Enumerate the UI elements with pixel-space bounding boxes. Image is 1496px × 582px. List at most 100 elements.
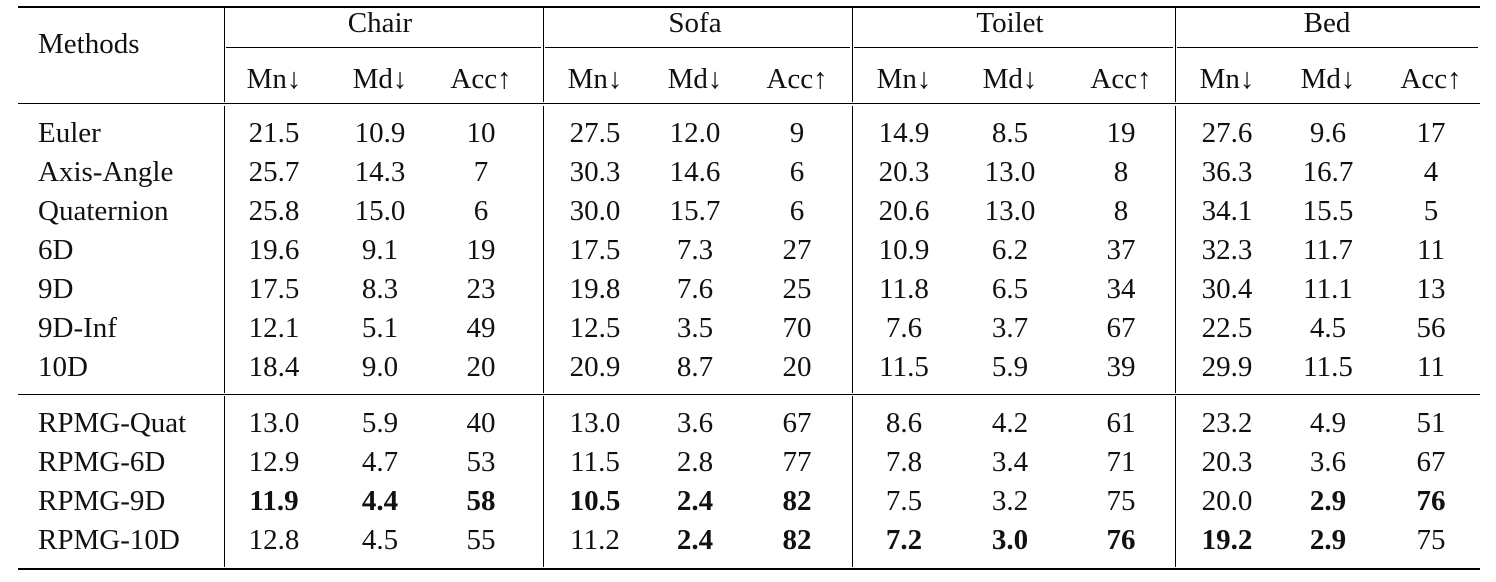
table-cell: 19.2 bbox=[1201, 524, 1253, 556]
table-cell: 23.2 bbox=[1201, 407, 1253, 439]
method-name: RPMG-9D bbox=[38, 485, 166, 517]
table-cell: 2.9 bbox=[1309, 524, 1347, 556]
table-cell: 7 bbox=[473, 156, 489, 188]
subheader-mn: Mn↓ bbox=[876, 63, 932, 95]
table-cell: 8.5 bbox=[991, 117, 1029, 149]
subheader-md: Md↓ bbox=[667, 63, 723, 95]
column-separator bbox=[852, 396, 854, 567]
table-cell: 8 bbox=[1113, 156, 1129, 188]
table-cell: 75 bbox=[1416, 524, 1446, 556]
header-rule bbox=[18, 103, 1480, 105]
table-cell: 36.3 bbox=[1201, 156, 1253, 188]
table-cell: 2.9 bbox=[1309, 485, 1347, 517]
table-cell: 6 bbox=[789, 156, 805, 188]
table-cell: 10.9 bbox=[354, 117, 406, 149]
table-cell: 3.2 bbox=[991, 485, 1029, 517]
method-name: Euler bbox=[38, 117, 101, 149]
table-cell: 2.8 bbox=[676, 446, 714, 478]
table-cell: 20.3 bbox=[878, 156, 930, 188]
table-cell: 17 bbox=[1416, 117, 1446, 149]
table-cell: 14.9 bbox=[878, 117, 930, 149]
table-cell: 8 bbox=[1113, 195, 1129, 227]
table-cell: 27.5 bbox=[569, 117, 621, 149]
table-cell: 27.6 bbox=[1201, 117, 1253, 149]
table-cell: 19 bbox=[1106, 117, 1136, 149]
method-name: 9D bbox=[38, 273, 74, 305]
table-cell: 13.0 bbox=[569, 407, 621, 439]
table-cell: 4.2 bbox=[991, 407, 1029, 439]
table-cell: 61 bbox=[1106, 407, 1136, 439]
table-cell: 14.3 bbox=[354, 156, 406, 188]
table-cell: 8.7 bbox=[676, 351, 714, 383]
table-cell: 71 bbox=[1106, 446, 1136, 478]
table-cell: 3.5 bbox=[676, 312, 714, 344]
bottom-rule bbox=[18, 568, 1480, 570]
group-header-toilet: Toilet bbox=[976, 7, 1044, 39]
table-cell: 7.6 bbox=[676, 273, 714, 305]
method-name: 9D-Inf bbox=[38, 312, 117, 344]
subheader-acc: Acc↑ bbox=[1400, 63, 1462, 95]
column-separator bbox=[543, 396, 545, 567]
table-cell: 3.7 bbox=[991, 312, 1029, 344]
table-cell: 19.6 bbox=[248, 234, 300, 266]
table-cell: 34 bbox=[1106, 273, 1136, 305]
group-underline bbox=[854, 47, 1173, 49]
subheader-mn: Mn↓ bbox=[567, 63, 623, 95]
subheader-acc: Acc↑ bbox=[1090, 63, 1152, 95]
table-cell: 4.4 bbox=[361, 485, 399, 517]
table-cell: 76 bbox=[1106, 524, 1136, 556]
column-separator bbox=[224, 7, 226, 102]
table-cell: 82 bbox=[782, 524, 812, 556]
table-cell: 58 bbox=[466, 485, 496, 517]
table-cell: 12.1 bbox=[248, 312, 300, 344]
table-cell: 55 bbox=[466, 524, 496, 556]
table-cell: 30.3 bbox=[569, 156, 621, 188]
table-cell: 6 bbox=[789, 195, 805, 227]
column-separator bbox=[1175, 106, 1177, 393]
table-cell: 13.0 bbox=[248, 407, 300, 439]
table-cell: 13.0 bbox=[984, 156, 1036, 188]
table-cell: 67 bbox=[1106, 312, 1136, 344]
table-cell: 75 bbox=[1106, 485, 1136, 517]
table-cell: 6 bbox=[473, 195, 489, 227]
table-cell: 20 bbox=[782, 351, 812, 383]
table-cell: 13.0 bbox=[984, 195, 1036, 227]
table-cell: 4.9 bbox=[1309, 407, 1347, 439]
table-cell: 5.1 bbox=[361, 312, 399, 344]
column-separator bbox=[543, 106, 545, 393]
table-cell: 18.4 bbox=[248, 351, 300, 383]
table-cell: 40 bbox=[466, 407, 496, 439]
table-cell: 7.5 bbox=[885, 485, 923, 517]
table-cell: 13 bbox=[1416, 273, 1446, 305]
table-cell: 29.9 bbox=[1201, 351, 1253, 383]
group-header-chair: Chair bbox=[347, 7, 413, 39]
table-cell: 9.6 bbox=[1309, 117, 1347, 149]
table-cell: 15.5 bbox=[1302, 195, 1354, 227]
table-cell: 77 bbox=[782, 446, 812, 478]
table-cell: 27 bbox=[782, 234, 812, 266]
group-header-sofa: Sofa bbox=[668, 7, 722, 39]
top-rule bbox=[18, 6, 1480, 8]
table-cell: 20.6 bbox=[878, 195, 930, 227]
table-cell: 70 bbox=[782, 312, 812, 344]
table-cell: 76 bbox=[1416, 485, 1446, 517]
table-cell: 10.5 bbox=[569, 485, 621, 517]
table-cell: 11.8 bbox=[879, 273, 929, 305]
table-cell: 9.1 bbox=[361, 234, 399, 266]
subheader-acc: Acc↑ bbox=[450, 63, 512, 95]
table-cell: 12.8 bbox=[248, 524, 300, 556]
table-cell: 2.4 bbox=[676, 485, 714, 517]
table-cell: 6.2 bbox=[991, 234, 1029, 266]
table-cell: 5 bbox=[1423, 195, 1439, 227]
table-cell: 4.5 bbox=[361, 524, 399, 556]
column-separator bbox=[1175, 7, 1177, 102]
table-cell: 11.5 bbox=[879, 351, 929, 383]
table-cell: 67 bbox=[782, 407, 812, 439]
method-name: Quaternion bbox=[38, 195, 169, 227]
table-cell: 3.6 bbox=[1309, 446, 1347, 478]
table-cell: 10.9 bbox=[878, 234, 930, 266]
table-cell: 20.3 bbox=[1201, 446, 1253, 478]
table-cell: 11.2 bbox=[570, 524, 620, 556]
subheader-acc: Acc↑ bbox=[766, 63, 828, 95]
column-separator bbox=[224, 396, 226, 567]
